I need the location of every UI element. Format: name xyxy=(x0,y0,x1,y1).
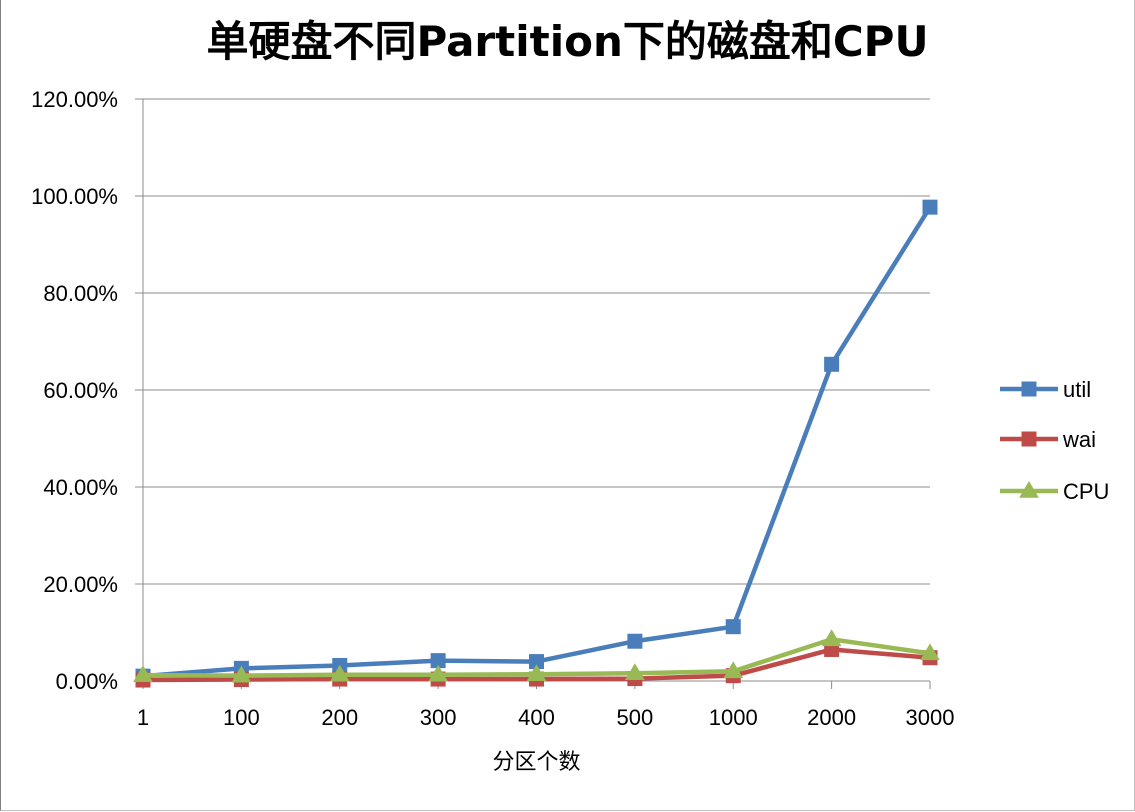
legend-marker-cpu xyxy=(1019,481,1039,498)
data-point-util xyxy=(824,356,840,372)
legend-marker-wai xyxy=(1021,431,1037,447)
x-tick-label: 2000 xyxy=(807,705,856,730)
data-point-util xyxy=(725,619,741,635)
y-tick-label: 40.00% xyxy=(43,475,118,500)
data-point-cpu xyxy=(133,665,153,682)
x-tick-label: 1 xyxy=(137,705,149,730)
data-point-cpu xyxy=(625,663,645,681)
data-point-cpu xyxy=(329,664,350,682)
data-point-cpu xyxy=(821,629,842,647)
x-tick-label: 400 xyxy=(518,705,555,730)
y-tick-label: 0.00% xyxy=(56,669,118,694)
y-tick-label: 80.00% xyxy=(43,281,118,306)
y-tick-label: 100.00% xyxy=(31,184,118,209)
x-tick-label: 3000 xyxy=(906,705,955,730)
data-point-cpu xyxy=(231,665,252,683)
legend-label-util: util xyxy=(1063,377,1091,402)
y-tick-label: 120.00% xyxy=(31,87,118,112)
legend-label-wai: wai xyxy=(1062,427,1096,452)
y-tick-label: 60.00% xyxy=(43,378,118,403)
data-point-cpu xyxy=(723,661,744,679)
series-line-util xyxy=(140,204,933,679)
data-point-cpu xyxy=(428,664,448,682)
legend-label-cpu: CPU xyxy=(1063,479,1109,504)
data-point-util xyxy=(922,199,938,215)
data-point-util xyxy=(627,633,643,649)
chart-title: 单硬盘不同Partition下的磁盘和CPU xyxy=(206,17,929,66)
legend-marker-util xyxy=(1021,381,1037,397)
data-point-cpu xyxy=(526,664,547,682)
y-tick-label: 20.00% xyxy=(43,572,118,597)
data-point-cpu xyxy=(920,643,940,661)
x-tick-label: 300 xyxy=(420,705,457,730)
x-tick-label: 100 xyxy=(223,705,260,730)
x-tick-label: 1000 xyxy=(709,705,758,730)
x-axis-label: 分区个数 xyxy=(492,750,580,775)
x-tick-label: 200 xyxy=(321,705,358,730)
x-tick-label: 500 xyxy=(617,705,654,730)
